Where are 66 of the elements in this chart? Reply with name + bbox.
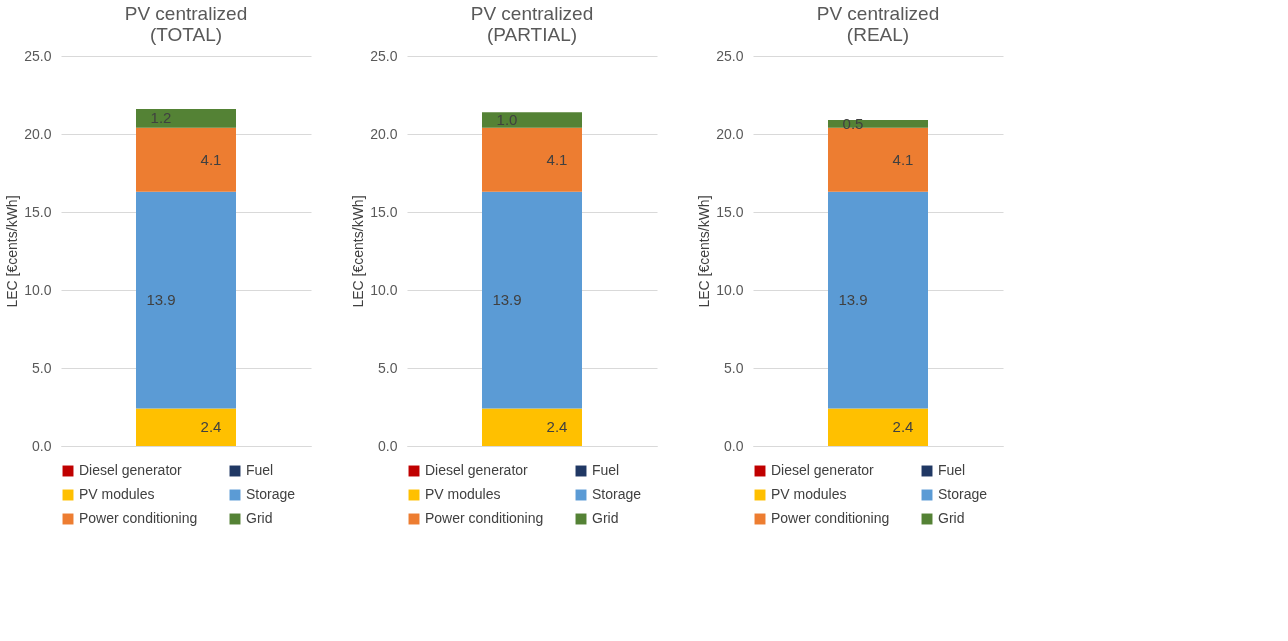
legend-label: Grid xyxy=(246,510,273,526)
data-label: 1.0 xyxy=(496,110,518,128)
y-tick-label: 5.0 xyxy=(724,359,744,376)
legend-label: Storage xyxy=(938,486,988,502)
y-tick-label: 5.0 xyxy=(32,359,52,376)
legend-label: Storage xyxy=(246,486,296,502)
y-tick-label: 20.0 xyxy=(370,125,398,142)
data-label: 2.4 xyxy=(546,418,568,436)
bar xyxy=(136,191,236,409)
legend-label: Grid xyxy=(592,510,619,526)
chart-title: PV centralized (TOTAL) xyxy=(124,3,248,45)
y-axis-title: LEC [€cents/kWh] xyxy=(4,195,21,308)
legend-label: Grid xyxy=(938,510,965,526)
legend-label: PV modules xyxy=(425,486,501,502)
y-tick-label: 0.0 xyxy=(724,437,744,454)
bar xyxy=(482,191,582,409)
data-label: 4.1 xyxy=(546,150,568,168)
legend-label: PV modules xyxy=(79,486,155,502)
y-tick-label: 5.0 xyxy=(378,359,398,376)
data-label: 0.5 xyxy=(842,114,864,132)
y-tick-label: 25.0 xyxy=(370,47,398,64)
bar xyxy=(482,127,582,192)
bar xyxy=(482,112,582,128)
y-tick-label: 0.0 xyxy=(378,437,398,454)
y-axis-title: LEC [€cents/kWh] xyxy=(696,195,713,308)
bar xyxy=(828,127,928,192)
y-tick-label: 10.0 xyxy=(370,281,398,298)
y-tick-label: 10.0 xyxy=(716,281,744,298)
legend-label: Power conditioning xyxy=(79,510,198,526)
legend-label: Fuel xyxy=(592,462,620,478)
y-axis-title: LEC [€cents/kWh] xyxy=(350,195,367,308)
legend-label: Diesel generator xyxy=(771,462,875,478)
y-tick-label: 25.0 xyxy=(716,47,744,64)
chart-title: PV centralized (REAL) xyxy=(816,3,940,45)
legend-label: Power conditioning xyxy=(771,510,890,526)
bar xyxy=(828,119,928,128)
legend-label: Power conditioning xyxy=(425,510,544,526)
bar xyxy=(828,191,928,409)
y-tick-label: 0.0 xyxy=(32,437,52,454)
legend-label: Fuel xyxy=(938,462,966,478)
legend-label: Diesel generator xyxy=(425,462,529,478)
bar xyxy=(136,408,236,446)
data-label: 4.1 xyxy=(200,150,222,168)
legend-label: Fuel xyxy=(246,462,274,478)
data-label: 2.4 xyxy=(892,418,914,436)
legend-label: Diesel generator xyxy=(79,462,183,478)
bar xyxy=(482,408,582,446)
y-tick-label: 20.0 xyxy=(716,125,744,142)
data-label: 2.4 xyxy=(200,418,222,436)
y-tick-label: 15.0 xyxy=(24,203,52,220)
bar xyxy=(828,408,928,446)
legend-label: Storage xyxy=(592,486,642,502)
chart-title: PV centralized (PARTIAL) xyxy=(470,3,594,45)
data-label: 13.9 xyxy=(838,291,868,309)
data-label: 13.9 xyxy=(492,291,522,309)
y-tick-label: 25.0 xyxy=(24,47,52,64)
y-tick-label: 10.0 xyxy=(24,281,52,298)
data-label: 1.2 xyxy=(150,109,172,127)
data-label: 13.9 xyxy=(146,291,176,309)
bar xyxy=(136,109,236,128)
bar xyxy=(136,127,236,192)
y-tick-label: 15.0 xyxy=(370,203,398,220)
legend-label: PV modules xyxy=(771,486,847,502)
y-tick-label: 15.0 xyxy=(716,203,744,220)
y-tick-label: 20.0 xyxy=(24,125,52,142)
data-label: 4.1 xyxy=(892,150,914,168)
